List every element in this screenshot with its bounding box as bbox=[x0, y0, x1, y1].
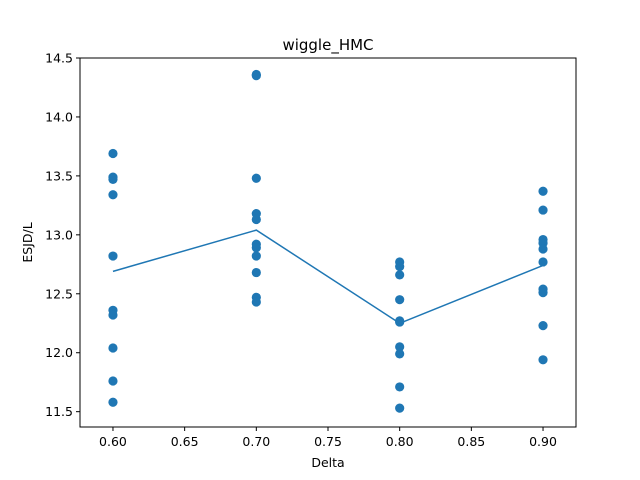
scatter-point bbox=[395, 382, 405, 392]
scatter-point bbox=[108, 310, 118, 320]
chart-title: wiggle_HMC bbox=[282, 36, 373, 55]
scatter-point bbox=[251, 243, 261, 253]
scatter-point bbox=[538, 244, 548, 254]
scatter-point bbox=[395, 262, 405, 272]
x-tick-label: 0.65 bbox=[171, 434, 199, 449]
y-axis-ticks: 11.5 12.0 12.5 13.0 13.5 14.0 14.5 bbox=[45, 51, 80, 419]
scatter-point bbox=[538, 205, 548, 215]
x-tick-label: 0.75 bbox=[314, 434, 342, 449]
scatter-point bbox=[251, 214, 261, 225]
scatter-point bbox=[251, 267, 261, 278]
scatter-point bbox=[395, 349, 405, 359]
x-tick-label: 0.80 bbox=[386, 434, 414, 449]
y-tick-label: 12.0 bbox=[45, 345, 73, 360]
scatter-point bbox=[538, 288, 548, 298]
scatter-point bbox=[251, 173, 261, 183]
scatter-point bbox=[538, 321, 548, 331]
scatter-point bbox=[108, 148, 118, 159]
x-tick-label: 0.85 bbox=[457, 434, 485, 449]
x-tick-label: 0.70 bbox=[242, 434, 270, 449]
x-tick-label: 0.60 bbox=[99, 434, 127, 449]
line-layer bbox=[112, 229, 544, 325]
y-tick-label: 13.5 bbox=[45, 168, 73, 183]
scatter-point bbox=[251, 297, 261, 307]
scatter-point bbox=[395, 403, 405, 413]
points-layer bbox=[108, 69, 548, 413]
y-tick-label: 14.5 bbox=[45, 51, 73, 66]
y-tick-label: 14.0 bbox=[45, 109, 73, 124]
y-axis-label: ESJD/L bbox=[20, 222, 35, 262]
scatter-point bbox=[538, 257, 548, 267]
x-axis-ticks: 0.60 0.65 0.70 0.75 0.80 0.85 0.90 bbox=[99, 427, 557, 449]
scatter-point bbox=[108, 251, 118, 261]
plot-area bbox=[80, 58, 576, 427]
y-tick-label: 11.5 bbox=[45, 404, 73, 419]
scatter-point bbox=[108, 174, 118, 185]
y-tick-label: 13.0 bbox=[45, 227, 73, 242]
scatter-point bbox=[108, 376, 118, 386]
x-axis-label: Delta bbox=[311, 455, 344, 470]
scatter-point bbox=[251, 251, 261, 261]
scatter-point bbox=[108, 397, 118, 407]
scatter-point bbox=[395, 295, 405, 305]
scatter-point bbox=[395, 342, 405, 352]
x-tick-label: 0.90 bbox=[529, 434, 557, 449]
scatter-point bbox=[108, 343, 118, 353]
scatter-point bbox=[538, 186, 548, 196]
mean-line bbox=[112, 229, 544, 325]
scatter-point bbox=[395, 270, 405, 280]
scatter-point bbox=[251, 71, 261, 81]
scatter-point bbox=[395, 317, 405, 327]
scatter-point bbox=[538, 355, 548, 365]
y-tick-label: 12.5 bbox=[45, 286, 73, 301]
scatter-point bbox=[108, 190, 118, 200]
